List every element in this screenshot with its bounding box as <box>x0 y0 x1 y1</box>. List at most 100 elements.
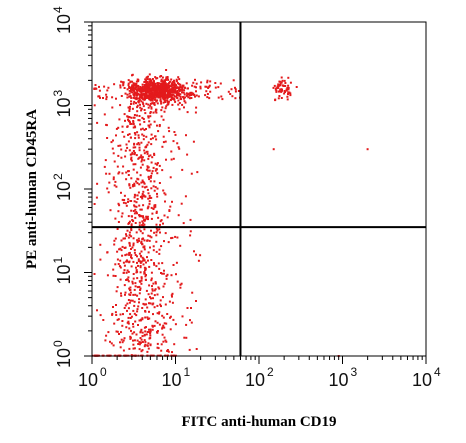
event-point <box>135 82 138 85</box>
event-point <box>163 326 166 329</box>
event-point <box>147 318 150 320</box>
event-point <box>158 228 161 231</box>
event-point <box>160 219 163 222</box>
event-point <box>174 91 177 94</box>
event-point <box>139 266 142 269</box>
event-point <box>128 293 131 296</box>
event-point <box>141 116 144 119</box>
event-point <box>130 229 133 232</box>
y-tick-label: 10 <box>54 264 74 284</box>
event-point <box>161 169 164 172</box>
event-point <box>155 108 158 111</box>
event-point <box>96 121 99 124</box>
event-point <box>131 152 134 155</box>
event-point <box>106 274 109 277</box>
event-point <box>208 84 211 87</box>
event-point <box>172 81 175 84</box>
event-point <box>107 86 110 89</box>
event-point <box>166 77 169 80</box>
event-point <box>126 302 129 305</box>
event-point <box>139 287 142 290</box>
event-point <box>144 93 147 96</box>
event-point <box>146 350 149 353</box>
event-point <box>140 279 143 282</box>
event-point <box>234 97 237 100</box>
event-point <box>129 335 132 338</box>
event-point <box>128 301 131 304</box>
event-point <box>125 204 128 207</box>
event-point <box>173 131 176 133</box>
event-point <box>135 205 138 208</box>
event-point <box>152 93 155 96</box>
event-point <box>166 100 169 103</box>
event-point <box>118 333 120 335</box>
event-point <box>279 80 282 83</box>
event-point <box>128 92 131 95</box>
event-point <box>128 347 131 350</box>
event-point <box>184 101 187 104</box>
event-point <box>134 282 137 285</box>
event-point <box>179 95 182 98</box>
event-point <box>147 293 150 296</box>
event-point <box>161 327 164 330</box>
event-point <box>124 291 127 294</box>
event-point <box>148 265 151 268</box>
event-point <box>162 96 165 99</box>
event-point <box>171 301 174 304</box>
event-point <box>164 90 167 93</box>
event-point <box>143 149 146 152</box>
event-point <box>283 90 286 92</box>
event-point <box>140 338 143 341</box>
event-point <box>110 141 113 144</box>
event-point <box>144 278 147 281</box>
event-point <box>151 328 154 331</box>
event-point <box>134 208 137 211</box>
event-point <box>151 84 154 87</box>
event-point <box>164 107 167 110</box>
event-point <box>158 287 161 290</box>
event-point <box>124 155 127 158</box>
event-point <box>143 81 146 83</box>
event-point <box>105 334 108 337</box>
event-point <box>105 96 108 98</box>
event-point <box>105 123 108 126</box>
event-point <box>149 111 152 113</box>
event-point <box>189 234 192 237</box>
event-point <box>148 200 151 203</box>
event-point <box>163 322 166 325</box>
event-point <box>145 185 148 188</box>
event-point <box>158 248 161 251</box>
event-point <box>141 195 144 198</box>
event-point <box>142 222 145 225</box>
event-point <box>135 86 138 89</box>
event-point <box>133 87 136 90</box>
event-point <box>165 340 168 343</box>
event-point <box>153 289 156 292</box>
event-point <box>172 87 175 90</box>
event-point <box>276 85 279 88</box>
event-point <box>119 278 122 281</box>
event-point <box>134 126 137 129</box>
event-point <box>153 103 156 106</box>
event-point <box>129 80 132 83</box>
event-point <box>116 258 119 261</box>
event-point <box>136 177 139 180</box>
event-point <box>117 172 120 175</box>
event-point <box>135 180 138 183</box>
event-point <box>136 239 139 242</box>
event-point <box>167 350 170 353</box>
event-point <box>141 193 144 195</box>
event-point <box>117 318 120 321</box>
event-point <box>153 80 155 83</box>
event-point <box>122 237 125 240</box>
event-point <box>124 246 127 249</box>
event-point <box>149 82 152 85</box>
event-point <box>140 107 143 110</box>
event-point <box>164 232 167 235</box>
event-point <box>166 313 169 315</box>
event-point <box>179 83 182 86</box>
event-point <box>150 187 153 190</box>
event-point <box>160 93 163 96</box>
event-point <box>166 103 169 106</box>
event-point <box>171 292 174 295</box>
